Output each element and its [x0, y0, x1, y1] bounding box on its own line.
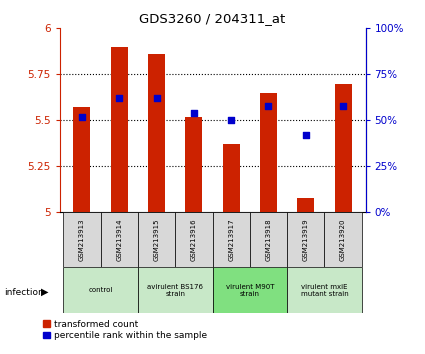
Text: GSM213915: GSM213915 — [153, 218, 159, 261]
Bar — [63, 212, 101, 267]
Point — [303, 132, 309, 138]
Text: GSM213917: GSM213917 — [228, 218, 234, 261]
Bar — [260, 93, 277, 212]
Bar — [223, 144, 240, 212]
Bar — [212, 267, 287, 313]
Point — [190, 110, 197, 116]
Point — [340, 103, 346, 108]
Text: GDS3260 / 204311_at: GDS3260 / 204311_at — [139, 12, 286, 25]
Text: GSM213920: GSM213920 — [340, 218, 346, 261]
Bar — [324, 212, 362, 267]
Text: virulent mxiE
mutant strain: virulent mxiE mutant strain — [300, 284, 348, 297]
Text: GSM213916: GSM213916 — [191, 218, 197, 261]
Text: GSM213914: GSM213914 — [116, 218, 122, 261]
Bar — [74, 108, 90, 212]
Bar — [175, 212, 212, 267]
Bar — [287, 212, 324, 267]
Bar — [298, 198, 314, 212]
Bar — [63, 267, 138, 313]
Text: virulent M90T
strain: virulent M90T strain — [226, 284, 274, 297]
Text: GSM213913: GSM213913 — [79, 218, 85, 261]
Bar — [101, 212, 138, 267]
Bar — [111, 47, 127, 212]
Text: ▶: ▶ — [41, 287, 48, 297]
Bar — [185, 117, 202, 212]
Text: avirulent BS176
strain: avirulent BS176 strain — [147, 284, 203, 297]
Text: control: control — [88, 287, 113, 293]
Text: infection: infection — [4, 287, 44, 297]
Bar — [148, 54, 165, 212]
Legend: transformed count, percentile rank within the sample: transformed count, percentile rank withi… — [43, 320, 207, 340]
Bar — [250, 212, 287, 267]
Point — [116, 96, 122, 101]
Bar — [335, 84, 351, 212]
Point — [79, 114, 85, 120]
Bar — [287, 267, 362, 313]
Bar — [138, 212, 175, 267]
Point — [265, 103, 272, 108]
Point — [153, 96, 160, 101]
Text: GSM213918: GSM213918 — [266, 218, 272, 261]
Text: GSM213919: GSM213919 — [303, 218, 309, 261]
Bar — [138, 267, 212, 313]
Point — [228, 118, 235, 123]
Bar — [212, 212, 250, 267]
